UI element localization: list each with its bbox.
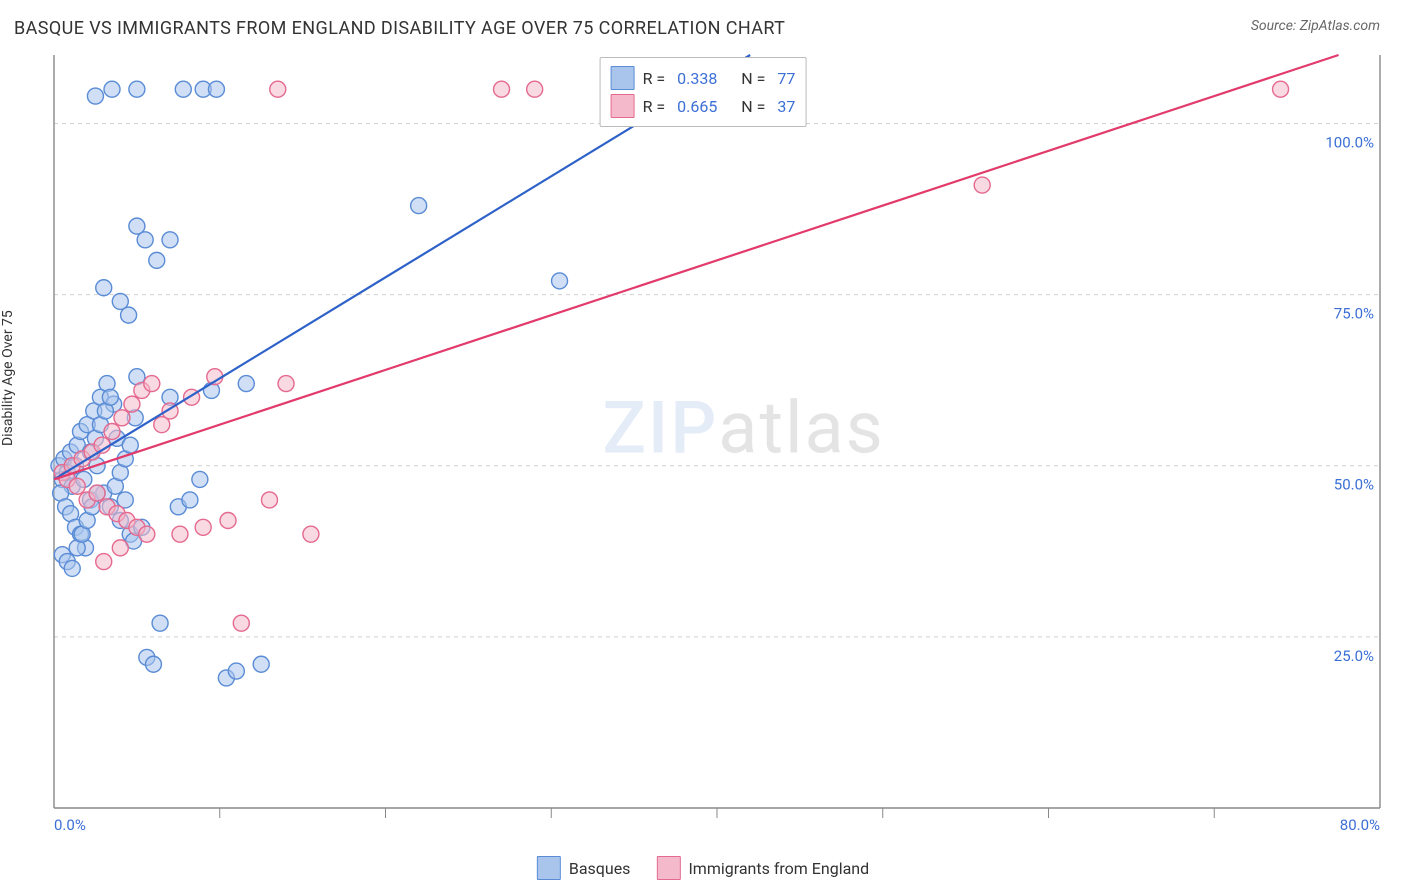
swatch-basques [537, 856, 561, 880]
svg-text:25.0%: 25.0% [1334, 647, 1374, 665]
y-axis-label: Disability Age Over 75 [0, 310, 16, 446]
legend-row-basques: R = 0.338 N = 77 [611, 64, 796, 92]
r-label: R = [643, 97, 670, 116]
source-attribution: Source: ZipAtlas.com [1251, 18, 1380, 34]
series-legend: Basques Immigrants from England [537, 856, 869, 880]
svg-text:75.0%: 75.0% [1334, 305, 1374, 323]
scatter-plot: 25.0% 50.0% 75.0% 100.0% 0.0% 80.0% [50, 55, 1384, 832]
swatch-immigrants [611, 94, 635, 118]
n-label: N = [741, 97, 769, 116]
n-label: N = [741, 69, 769, 88]
swatch-immigrants [656, 856, 680, 880]
r-value-immigrants: 0.665 [677, 97, 717, 116]
legend-label-immigrants: Immigrants from England [688, 859, 869, 878]
n-value-basques: 77 [777, 69, 795, 88]
svg-text:80.0%: 80.0% [1340, 816, 1380, 834]
svg-text:100.0%: 100.0% [1325, 133, 1374, 151]
legend-row-immigrants: R = 0.665 N = 37 [611, 92, 796, 120]
swatch-basques [611, 66, 635, 90]
correlation-legend: R = 0.338 N = 77 R = 0.665 N = 37 [600, 57, 807, 127]
chart-title: BASQUE VS IMMIGRANTS FROM ENGLAND DISABI… [14, 18, 785, 39]
chart-container: BASQUE VS IMMIGRANTS FROM ENGLAND DISABI… [0, 0, 1406, 892]
chart-header: BASQUE VS IMMIGRANTS FROM ENGLAND DISABI… [0, 0, 1406, 39]
legend-item-basques: Basques [537, 856, 631, 880]
n-value-immigrants: 37 [777, 97, 795, 116]
r-value-basques: 0.338 [677, 69, 717, 88]
svg-text:0.0%: 0.0% [54, 816, 86, 834]
legend-label-basques: Basques [569, 859, 631, 878]
legend-item-immigrants: Immigrants from England [656, 856, 869, 880]
svg-text:50.0%: 50.0% [1334, 476, 1374, 494]
r-label: R = [643, 69, 670, 88]
plot-region: 25.0%50.0%75.0%100.0%0.0%80.0% ZIPatlas [50, 55, 1384, 832]
